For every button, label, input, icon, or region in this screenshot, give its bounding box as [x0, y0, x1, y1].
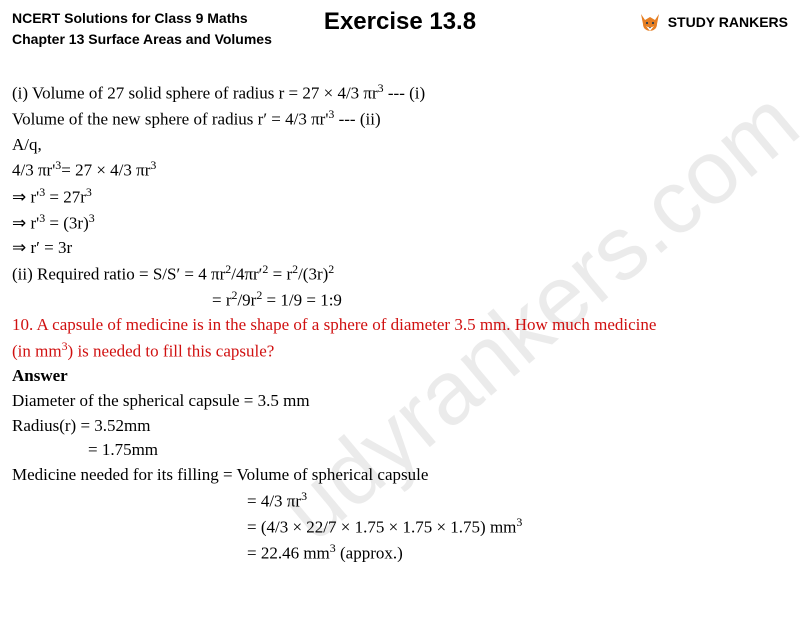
- solution-line-4: 4/3 πr'3= 27 × 4/3 πr3: [12, 157, 788, 183]
- solution-line-5: ⇒ r'3 = 27r3: [12, 184, 788, 210]
- solution-line-9: = r2/9r2 = 1/9 = 1:9: [12, 287, 788, 313]
- answer-label: Answer: [12, 364, 788, 389]
- ncert-title-line1: NCERT Solutions for Class 9 Maths: [12, 8, 272, 29]
- solution-line-2: Volume of the new sphere of radius r′ = …: [12, 106, 788, 132]
- page-header: NCERT Solutions for Class 9 Maths Chapte…: [0, 0, 800, 54]
- solution-line-1: (i) Volume of 27 solid sphere of radius …: [12, 80, 788, 106]
- solution-line-3: A/q,: [12, 133, 788, 158]
- solution-line-6: ⇒ r'3 = (3r)3: [12, 210, 788, 236]
- solution-line-7: ⇒ r′ = 3r: [12, 236, 788, 261]
- answer-line-4: Medicine needed for its filling = Volume…: [12, 463, 788, 488]
- answer-line-2: Radius(r) = 3.52mm: [12, 414, 788, 439]
- answer-line-6: = (4/3 × 22/7 × 1.75 × 1.75 × 1.75) mm3: [12, 514, 788, 540]
- brand-text: STUDY RANKERS: [668, 14, 788, 30]
- header-left: NCERT Solutions for Class 9 Maths Chapte…: [12, 8, 272, 50]
- solution-line-8: (ii) Required ratio = S/S′ = 4 πr2/4πr′2…: [12, 261, 788, 287]
- answer-line-1: Diameter of the spherical capsule = 3.5 …: [12, 389, 788, 414]
- exercise-title: Exercise 13.8: [324, 8, 476, 36]
- fox-icon: [638, 10, 662, 34]
- answer-line-3: = 1.75mm: [12, 438, 788, 463]
- ncert-title-line2: Chapter 13 Surface Areas and Volumes: [12, 29, 272, 50]
- answer-line-5: = 4/3 πr3: [12, 488, 788, 514]
- brand-block: STUDY RANKERS: [638, 10, 788, 34]
- question-line-1: 10. A capsule of medicine is in the shap…: [12, 313, 788, 338]
- page-content: (i) Volume of 27 solid sphere of radius …: [0, 54, 800, 576]
- question-line-2: (in mm3) is needed to fill this capsule?: [12, 338, 788, 364]
- answer-line-7: = 22.46 mm3 (approx.): [12, 540, 788, 566]
